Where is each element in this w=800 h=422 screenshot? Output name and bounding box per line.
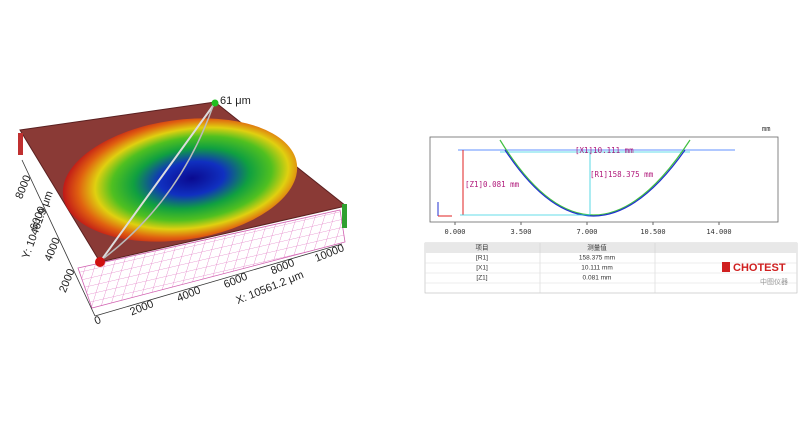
annotation: [X1]10.111 mm bbox=[575, 146, 634, 155]
x-tick-label: 2000 bbox=[128, 298, 155, 318]
x-tick-label: 4000 bbox=[175, 284, 202, 304]
surface-dish bbox=[62, 118, 298, 242]
surface-view: 61 μm X: 10561.2 μm Y: 10461.9 μm 020004… bbox=[13, 95, 348, 327]
profile-view: [X1]10.111 mm [R1]158.375 mm [Z1]0.081 m… bbox=[429, 125, 779, 236]
color-bar bbox=[342, 204, 347, 228]
table-header-cell: 测量值 bbox=[587, 243, 607, 252]
z-label: 61 μm bbox=[220, 95, 251, 107]
x-tick-label: 10.500 bbox=[640, 228, 665, 236]
table-cell: 158.375 mm bbox=[579, 255, 615, 262]
result-table: 项目 测量值 [R1] 158.375 mm [X1] 10.111 mm [Z1] 0.08… bbox=[424, 242, 798, 294]
profile-curve bbox=[504, 149, 686, 217]
table-header-cell: 项目 bbox=[476, 244, 489, 252]
x-tick-label: 0 bbox=[93, 314, 103, 327]
x-axis bbox=[94, 243, 343, 317]
y-tick-label: 4000 bbox=[43, 236, 63, 263]
x-tick-label: 0.000 bbox=[444, 228, 465, 236]
table-cell: 10.111 mm bbox=[581, 265, 613, 272]
table-cell: 0.081 mm bbox=[583, 275, 612, 282]
logo-mark bbox=[722, 262, 730, 272]
fit-curve bbox=[499, 139, 691, 216]
table-header bbox=[425, 243, 797, 253]
x-tick-label: 3.500 bbox=[510, 228, 531, 236]
annotation: [R1]158.375 mm bbox=[590, 170, 654, 179]
x-ticks: 0.000 3.500 7.000 10.500 14.000 bbox=[444, 222, 732, 236]
probe-line bbox=[99, 102, 216, 263]
end-point bbox=[211, 99, 219, 107]
plot-frame bbox=[429, 136, 779, 223]
annotation: [Z1]0.081 mm bbox=[465, 180, 520, 189]
logo: CHOTEST 中图仪器 bbox=[722, 262, 788, 286]
color-bar bbox=[18, 133, 23, 155]
floor-grid bbox=[77, 209, 346, 309]
logo-subtitle: 中图仪器 bbox=[760, 277, 788, 286]
y-tick-label: 2000 bbox=[57, 267, 77, 294]
table-cell: [R1] bbox=[476, 255, 488, 262]
x-tick-label: 7.000 bbox=[576, 228, 597, 236]
y-axis bbox=[21, 159, 96, 317]
start-point bbox=[95, 257, 105, 267]
probe-curve bbox=[103, 105, 214, 259]
table-cell: [X1] bbox=[476, 265, 488, 272]
y-tick-label: 8000 bbox=[13, 174, 33, 201]
unit-label: mm bbox=[762, 125, 770, 133]
x-tick-label: 6000 bbox=[222, 271, 249, 291]
table-cell: [Z1] bbox=[476, 275, 487, 282]
logo-name: CHOTEST bbox=[733, 262, 786, 274]
x-tick-label: 14.000 bbox=[706, 228, 731, 236]
